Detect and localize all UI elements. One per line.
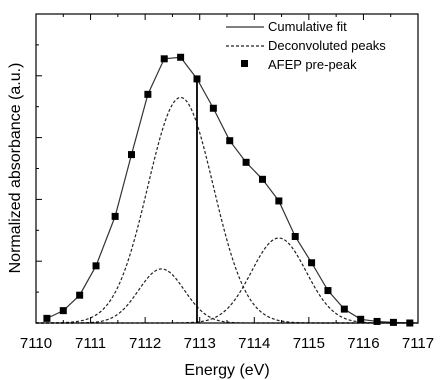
x-tick-label: 7116 — [347, 335, 379, 352]
afep-marker-16 — [291, 232, 299, 240]
legend: Cumulative fit Deconvoluted peaks AFEP p… — [226, 19, 386, 72]
afep-marker-5 — [111, 212, 119, 220]
x-tick-label: 7113 — [184, 335, 216, 352]
deconvoluted-peaks-group — [35, 96, 418, 324]
afep-marker-8 — [160, 55, 168, 63]
x-tick-label: 7117 — [402, 335, 434, 352]
afep-marker-13 — [242, 158, 250, 166]
afep-marker-21 — [373, 317, 381, 325]
x-tick-label: 7114 — [238, 335, 270, 352]
afep-marker-3 — [76, 291, 84, 299]
x-tick-label: 7115 — [293, 335, 325, 352]
afep-marker-6 — [128, 151, 135, 159]
afep-marker-18 — [324, 287, 332, 295]
afep-marker-7 — [144, 90, 152, 98]
afep-marker-20 — [357, 315, 365, 323]
deconvoluted-peak-3 — [36, 237, 418, 324]
legend-label-deconvoluted-peaks: Deconvoluted peaks — [268, 38, 386, 53]
legend-label-cumulative-fit: Cumulative fit — [268, 19, 347, 34]
y-axis-title: Normalized absorbance (a.u.) — [7, 63, 24, 274]
deconvoluted-peak-2 — [35, 96, 418, 324]
afep-marker-2 — [59, 307, 67, 315]
x-tick-label: 7111 — [75, 335, 106, 352]
x-tick-label: 7110 — [20, 335, 52, 352]
afep-marker-14 — [258, 175, 266, 183]
afep-marker-4 — [92, 262, 100, 270]
plot-frame — [35, 13, 419, 324]
axis-ticks: 7110 7111 7112 7113 7114 7115 7116 7117 — [20, 13, 434, 352]
afep-marker-19 — [340, 305, 348, 313]
afep-marker-22 — [389, 318, 397, 326]
afep-marker-1 — [43, 314, 51, 322]
legend-square-marker-swatch — [241, 60, 248, 67]
cumulative-fit-line — [46, 56, 410, 324]
deconvoluted-peak-1 — [36, 268, 418, 324]
x-tick-label: 7112 — [129, 335, 161, 352]
afep-pre-peak-markers — [43, 53, 414, 327]
afep-marker-12 — [226, 137, 234, 145]
afep-marker-17 — [308, 259, 316, 267]
afep-marker-11 — [209, 104, 217, 112]
cumulative-fit-group — [46, 56, 410, 324]
afep-marker-9 — [177, 53, 185, 61]
x-axis-title: Energy (eV) — [184, 362, 269, 379]
afep-marker-15 — [275, 197, 283, 205]
legend-label-afep-pre-peak: AFEP pre-peak — [268, 57, 357, 72]
